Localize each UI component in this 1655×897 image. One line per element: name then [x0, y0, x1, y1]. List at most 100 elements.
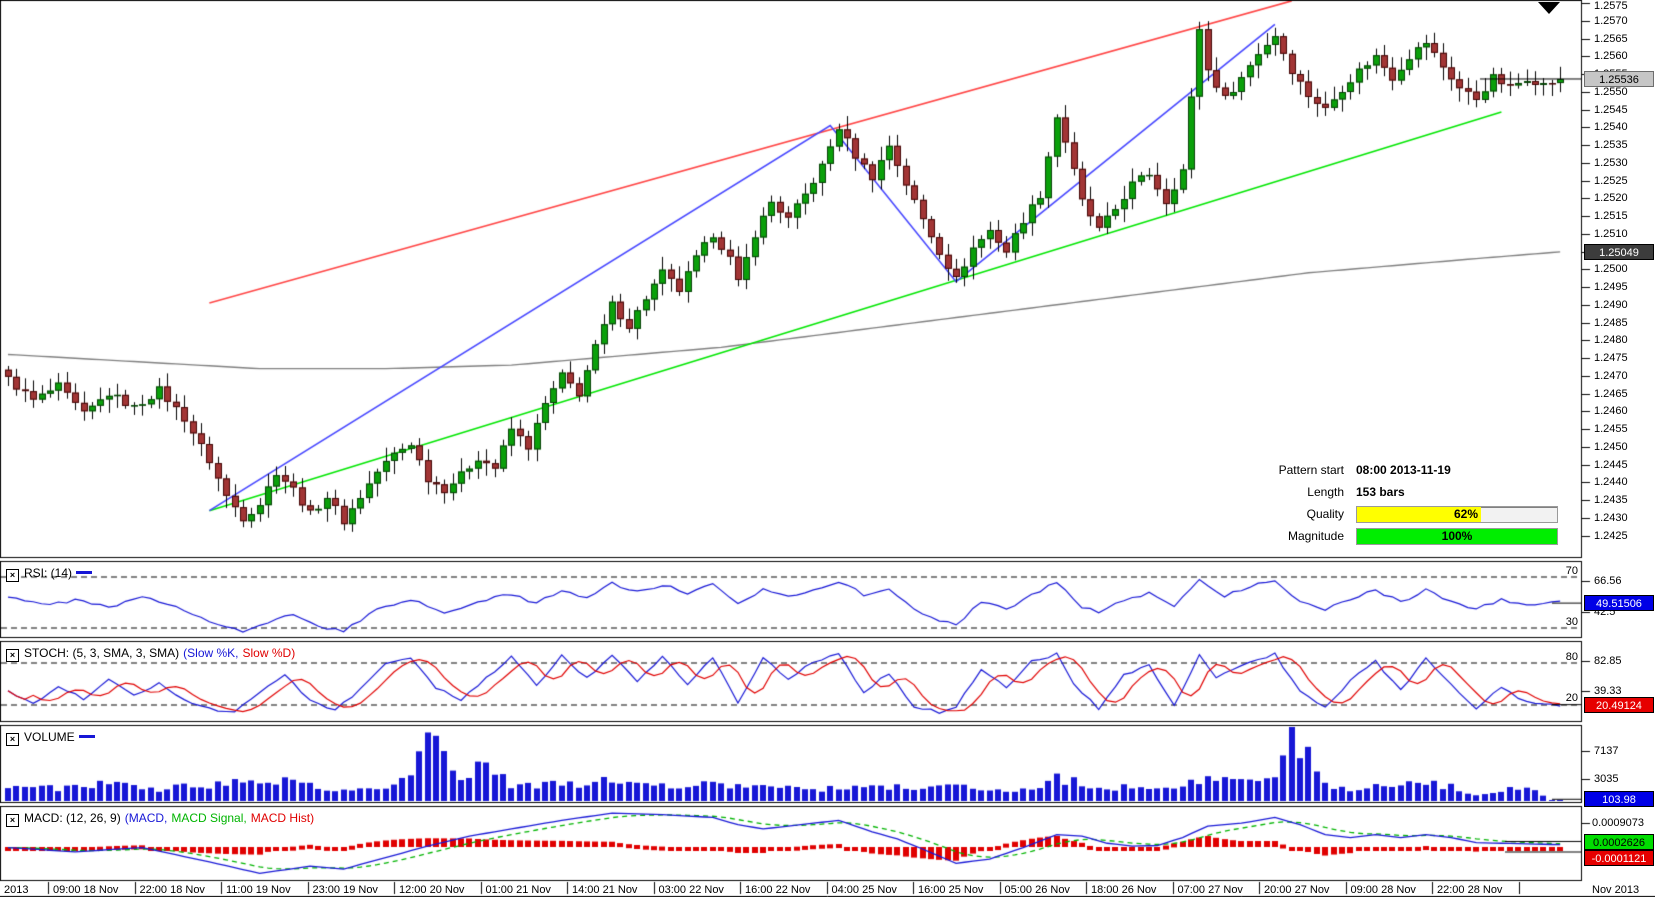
volume-legend-line-icon	[78, 735, 95, 738]
time-axis-label: 09:00 28 Nov	[1350, 884, 1416, 896]
magnitude-bar: 100%	[1356, 527, 1558, 545]
pattern-length-label: Length	[1307, 485, 1344, 499]
time-axis-era-label: 2013	[4, 884, 29, 896]
stoch-lower-level-label: 20	[1565, 692, 1578, 704]
stoch-slow-d-label: Slow %D)	[242, 646, 296, 660]
pattern-start-row: Pattern start 08:00 2013-11-19	[1248, 462, 1558, 478]
volume-panel-header: × VOLUME	[6, 730, 95, 746]
volume-axis-label: 3035	[1594, 773, 1619, 786]
pattern-end-marker-icon	[1538, 2, 1560, 14]
macd-checkbox-icon[interactable]: ×	[6, 814, 19, 827]
rsi-panel-header: × RSI: (14)	[6, 566, 93, 582]
time-axis-label: 11:00 19 Nov	[226, 884, 291, 896]
stoch-axis-label: 82.85	[1594, 655, 1622, 667]
quality-percent-label: 62%	[1453, 506, 1478, 521]
pattern-start-label: Pattern start	[1278, 463, 1344, 477]
volume-value-box: 103.98	[1584, 791, 1654, 807]
time-axis-label: 16:00 22 Nov	[745, 884, 811, 896]
stoch-slow-k-label: (Slow %K,	[183, 646, 239, 660]
pattern-length-value: 153 bars	[1356, 485, 1405, 499]
macd-panel-header: × MACD: (12, 26, 9) (MACD, MACD Signal, MACD…	[6, 811, 318, 827]
rsi-upper-level-label: 70	[1565, 565, 1578, 577]
price-axis-label: 1.2520	[1594, 192, 1628, 205]
macd-signal-box: 0.0002626	[1584, 834, 1654, 850]
price-axis-label: 1.2490	[1594, 298, 1628, 311]
time-axis-label: 18:00 26 Nov	[1091, 884, 1157, 896]
macd-panel-title: MACD: (12, 26, 9)	[24, 811, 121, 825]
price-axis-label: 1.2480	[1594, 334, 1628, 347]
price-axis-label: 1.2440	[1594, 476, 1628, 489]
price-axis-label: 1.2485	[1594, 316, 1628, 329]
price-axis-label: 1.2570	[1594, 14, 1628, 27]
price-axis-label: 1.2435	[1594, 494, 1628, 506]
magnitude-percent-label: 100%	[1441, 528, 1473, 543]
current-price-box: 1.25536	[1584, 71, 1654, 87]
time-axis-label: 23:00 19 Nov	[312, 884, 378, 896]
price-axis-label: 1.2495	[1594, 281, 1628, 293]
time-axis-label: 22:00 18 Nov	[139, 884, 205, 896]
quality-bar-fill: 62%	[1357, 506, 1481, 522]
macd-hist-box: -0.0001121	[1584, 850, 1654, 866]
price-axis-label: 1.2430	[1594, 511, 1628, 524]
price-axis-label: 1.2465	[1594, 387, 1628, 400]
pattern-length-row: Length 153 bars	[1248, 484, 1558, 500]
price-axis-label: 1.2540	[1594, 121, 1628, 134]
price-axis-label: 1.2475	[1594, 352, 1628, 364]
sma-value-box: 1.25049	[1584, 244, 1654, 260]
pattern-quality-label: Quality	[1306, 507, 1344, 521]
price-axis-label: 1.2535	[1594, 139, 1628, 151]
stoch-upper-level-label: 80	[1565, 651, 1578, 663]
pattern-info: Pattern start 08:00 2013-11-19 Length 15…	[1248, 462, 1558, 550]
time-axis-label: 01:00 21 Nov	[485, 884, 551, 896]
price-axis-label: 1.2510	[1594, 227, 1628, 240]
macd-hist-label: MACD Hist)	[250, 811, 315, 825]
time-axis-label: 05:00 26 Nov	[1004, 884, 1070, 896]
time-axis-label: 09:00 18 Nov	[53, 884, 119, 896]
price-axis-label: 1.2515	[1594, 210, 1628, 222]
time-axis-label: 04:00 25 Nov	[831, 884, 897, 896]
time-axis-label: 12:00 20 Nov	[399, 884, 465, 896]
time-axis-label: 16:00 25 Nov	[918, 884, 984, 896]
price-axis-label: 1.2455	[1594, 423, 1628, 435]
time-axis-month-label: Nov 2013	[1592, 884, 1640, 896]
pattern-magnitude-row: Magnitude 100%	[1248, 527, 1558, 545]
price-axis-label: 1.2450	[1594, 440, 1628, 453]
macd-signal-label: MACD Signal,	[171, 811, 247, 825]
macd-axis-label: 0.0009073	[1592, 816, 1644, 829]
price-axis-label: 1.2500	[1594, 263, 1628, 276]
magnitude-bar-fill: 100%	[1357, 528, 1557, 544]
stoch-panel-header: × STOCH: (5, 3, SMA, 3, SMA) (Slow %K, Slow…	[6, 646, 299, 662]
volume-checkbox-icon[interactable]: ×	[6, 733, 19, 746]
price-axis-label: 1.2565	[1594, 32, 1628, 45]
time-axis-label: 22:00 28 Nov	[1437, 884, 1503, 896]
price-axis-label: 1.2445	[1594, 458, 1628, 471]
price-axis-label: 1.2545	[1594, 103, 1628, 116]
macd-line-label: (MACD,	[124, 811, 168, 825]
price-axis-label: 1.2470	[1594, 369, 1628, 382]
pattern-start-value: 08:00 2013-11-19	[1356, 463, 1451, 477]
volume-panel-title: VOLUME	[24, 730, 75, 744]
stoch-panel-title: STOCH: (5, 3, SMA, 3, SMA)	[24, 646, 180, 660]
stoch-axis-label: 39.33	[1594, 685, 1622, 698]
rsi-value-box: 49.51506	[1584, 595, 1654, 611]
rsi-legend-line-icon	[76, 571, 93, 574]
stoch-checkbox-icon[interactable]: ×	[6, 649, 19, 662]
pattern-magnitude-label: Magnitude	[1287, 529, 1344, 543]
rsi-lower-level-label: 30	[1565, 616, 1578, 628]
time-axis-label: 20:00 27 Nov	[1264, 884, 1330, 896]
stoch-value-box: 20.49124	[1584, 697, 1654, 713]
price-axis-label: 1.2550	[1594, 85, 1628, 98]
volume-axis-label: 7137	[1594, 745, 1619, 758]
price-axis-label: 1.2575	[1594, 0, 1628, 12]
rsi-checkbox-icon[interactable]: ×	[6, 569, 19, 582]
rsi-panel-title: RSI: (14)	[24, 566, 73, 580]
price-axis-label: 1.2460	[1594, 405, 1628, 418]
time-axis-label: 07:00 27 Nov	[1177, 884, 1243, 896]
price-axis-label: 1.2525	[1594, 174, 1628, 187]
price-axis-label: 1.2530	[1594, 156, 1628, 169]
price-axis-label: 1.2425	[1594, 529, 1628, 542]
time-axis-label: 03:00 22 Nov	[658, 884, 724, 896]
time-axis-label: 14:00 21 Nov	[572, 884, 638, 896]
